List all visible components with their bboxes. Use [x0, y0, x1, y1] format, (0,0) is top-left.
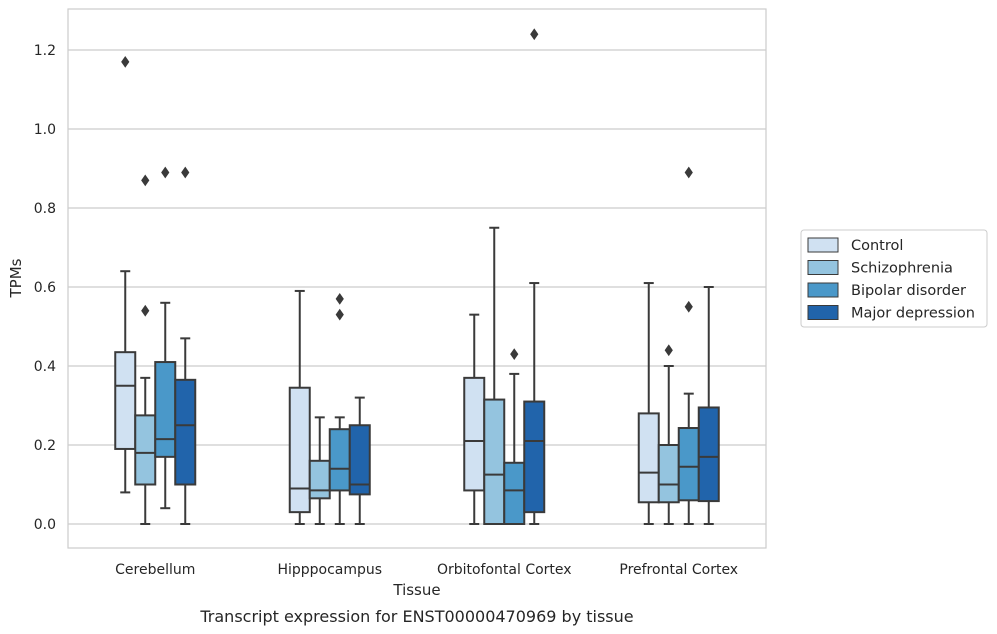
outlier-point: [141, 174, 150, 187]
box-major-depression: [348, 396, 371, 525]
box-control: [637, 282, 660, 525]
outlier-point: [510, 348, 519, 361]
box-body: [134, 414, 157, 486]
outlier-point: [684, 300, 693, 313]
box-bipolar-disorder: [154, 166, 177, 510]
x-tick-label: Cerebellum: [115, 562, 195, 578]
box-layer: [114, 28, 720, 526]
box-body: [657, 444, 680, 504]
x-tick-labels: Cerebellum Hipppocampus Orbitofontal Corte…: [115, 562, 738, 578]
box-major-depression: [523, 28, 546, 525]
box-schizophrenia: [657, 344, 680, 525]
y-tick-label: 0.4: [34, 359, 56, 375]
y-tick-label: 0.8: [34, 201, 56, 217]
x-tick-label: Hipppocampus: [277, 562, 382, 578]
box-control: [463, 313, 486, 525]
box-bipolar-disorder: [677, 166, 700, 525]
outlier-point: [684, 166, 693, 179]
outlier-point: [141, 304, 150, 317]
legend-swatch: [807, 237, 839, 253]
box-major-depression: [174, 166, 197, 525]
legend-swatch: [807, 305, 839, 320]
box-body: [677, 427, 700, 502]
figure-caption: Transcript expression for ENST0000047096…: [199, 607, 633, 626]
box-body: [697, 406, 720, 503]
box-control: [114, 55, 137, 494]
box-body: [483, 398, 506, 526]
outlier-point: [181, 166, 190, 179]
box-control: [288, 289, 311, 525]
outlier-point: [335, 292, 344, 305]
y-tick-label: 0.2: [34, 438, 56, 454]
legend-label: Major depression: [851, 306, 975, 322]
box-schizophrenia: [134, 174, 157, 525]
box-body: [348, 424, 371, 496]
box-schizophrenia: [483, 226, 506, 526]
box-body: [154, 361, 177, 458]
box-body: [114, 351, 137, 450]
y-tick-label: 0.0: [34, 517, 56, 533]
box-body: [308, 459, 331, 500]
box-bipolar-disorder: [503, 348, 526, 525]
box-major-depression: [697, 286, 720, 525]
box-body: [328, 428, 351, 492]
legend-items: Control Schizophrenia Bipolar disorder Majo…: [807, 237, 975, 322]
y-axis-label: TPMs: [7, 258, 25, 298]
y-tick-labels: 0.0 0.2 0.4 0.6 0.8 1.0 1.2: [34, 43, 56, 533]
box-bipolar-disorder: [328, 292, 351, 525]
box-body: [288, 386, 311, 514]
y-tick-label: 1.0: [34, 122, 56, 138]
legend-swatch: [807, 260, 839, 275]
plot-frame: [67, 8, 767, 549]
box-body: [463, 376, 486, 492]
box-schizophrenia: [308, 416, 331, 525]
legend-swatch: [807, 282, 839, 298]
box-body: [503, 461, 526, 525]
outlier-point: [664, 344, 673, 357]
legend-frame: [800, 229, 988, 328]
outlier-point: [530, 28, 539, 41]
legend-label: Schizophrenia: [851, 261, 953, 277]
x-tick-label: Prefrontal Cortex: [619, 562, 738, 578]
legend-label: Control: [851, 238, 903, 254]
box-body: [523, 400, 546, 514]
y-tick-label: 1.2: [34, 43, 56, 59]
outlier-point: [161, 166, 170, 179]
outlier-point: [335, 308, 344, 321]
legend-label: Bipolar disorder: [851, 283, 966, 299]
legend: Control Schizophrenia Bipolar disorder Majo…: [800, 229, 988, 328]
box-body: [637, 412, 660, 504]
box-body: [174, 378, 197, 486]
outlier-point: [121, 55, 130, 68]
x-tick-label: Orbitofontal Cortex: [437, 562, 572, 578]
y-tick-label: 0.6: [34, 280, 56, 296]
x-axis-label: Tissue: [392, 581, 440, 599]
